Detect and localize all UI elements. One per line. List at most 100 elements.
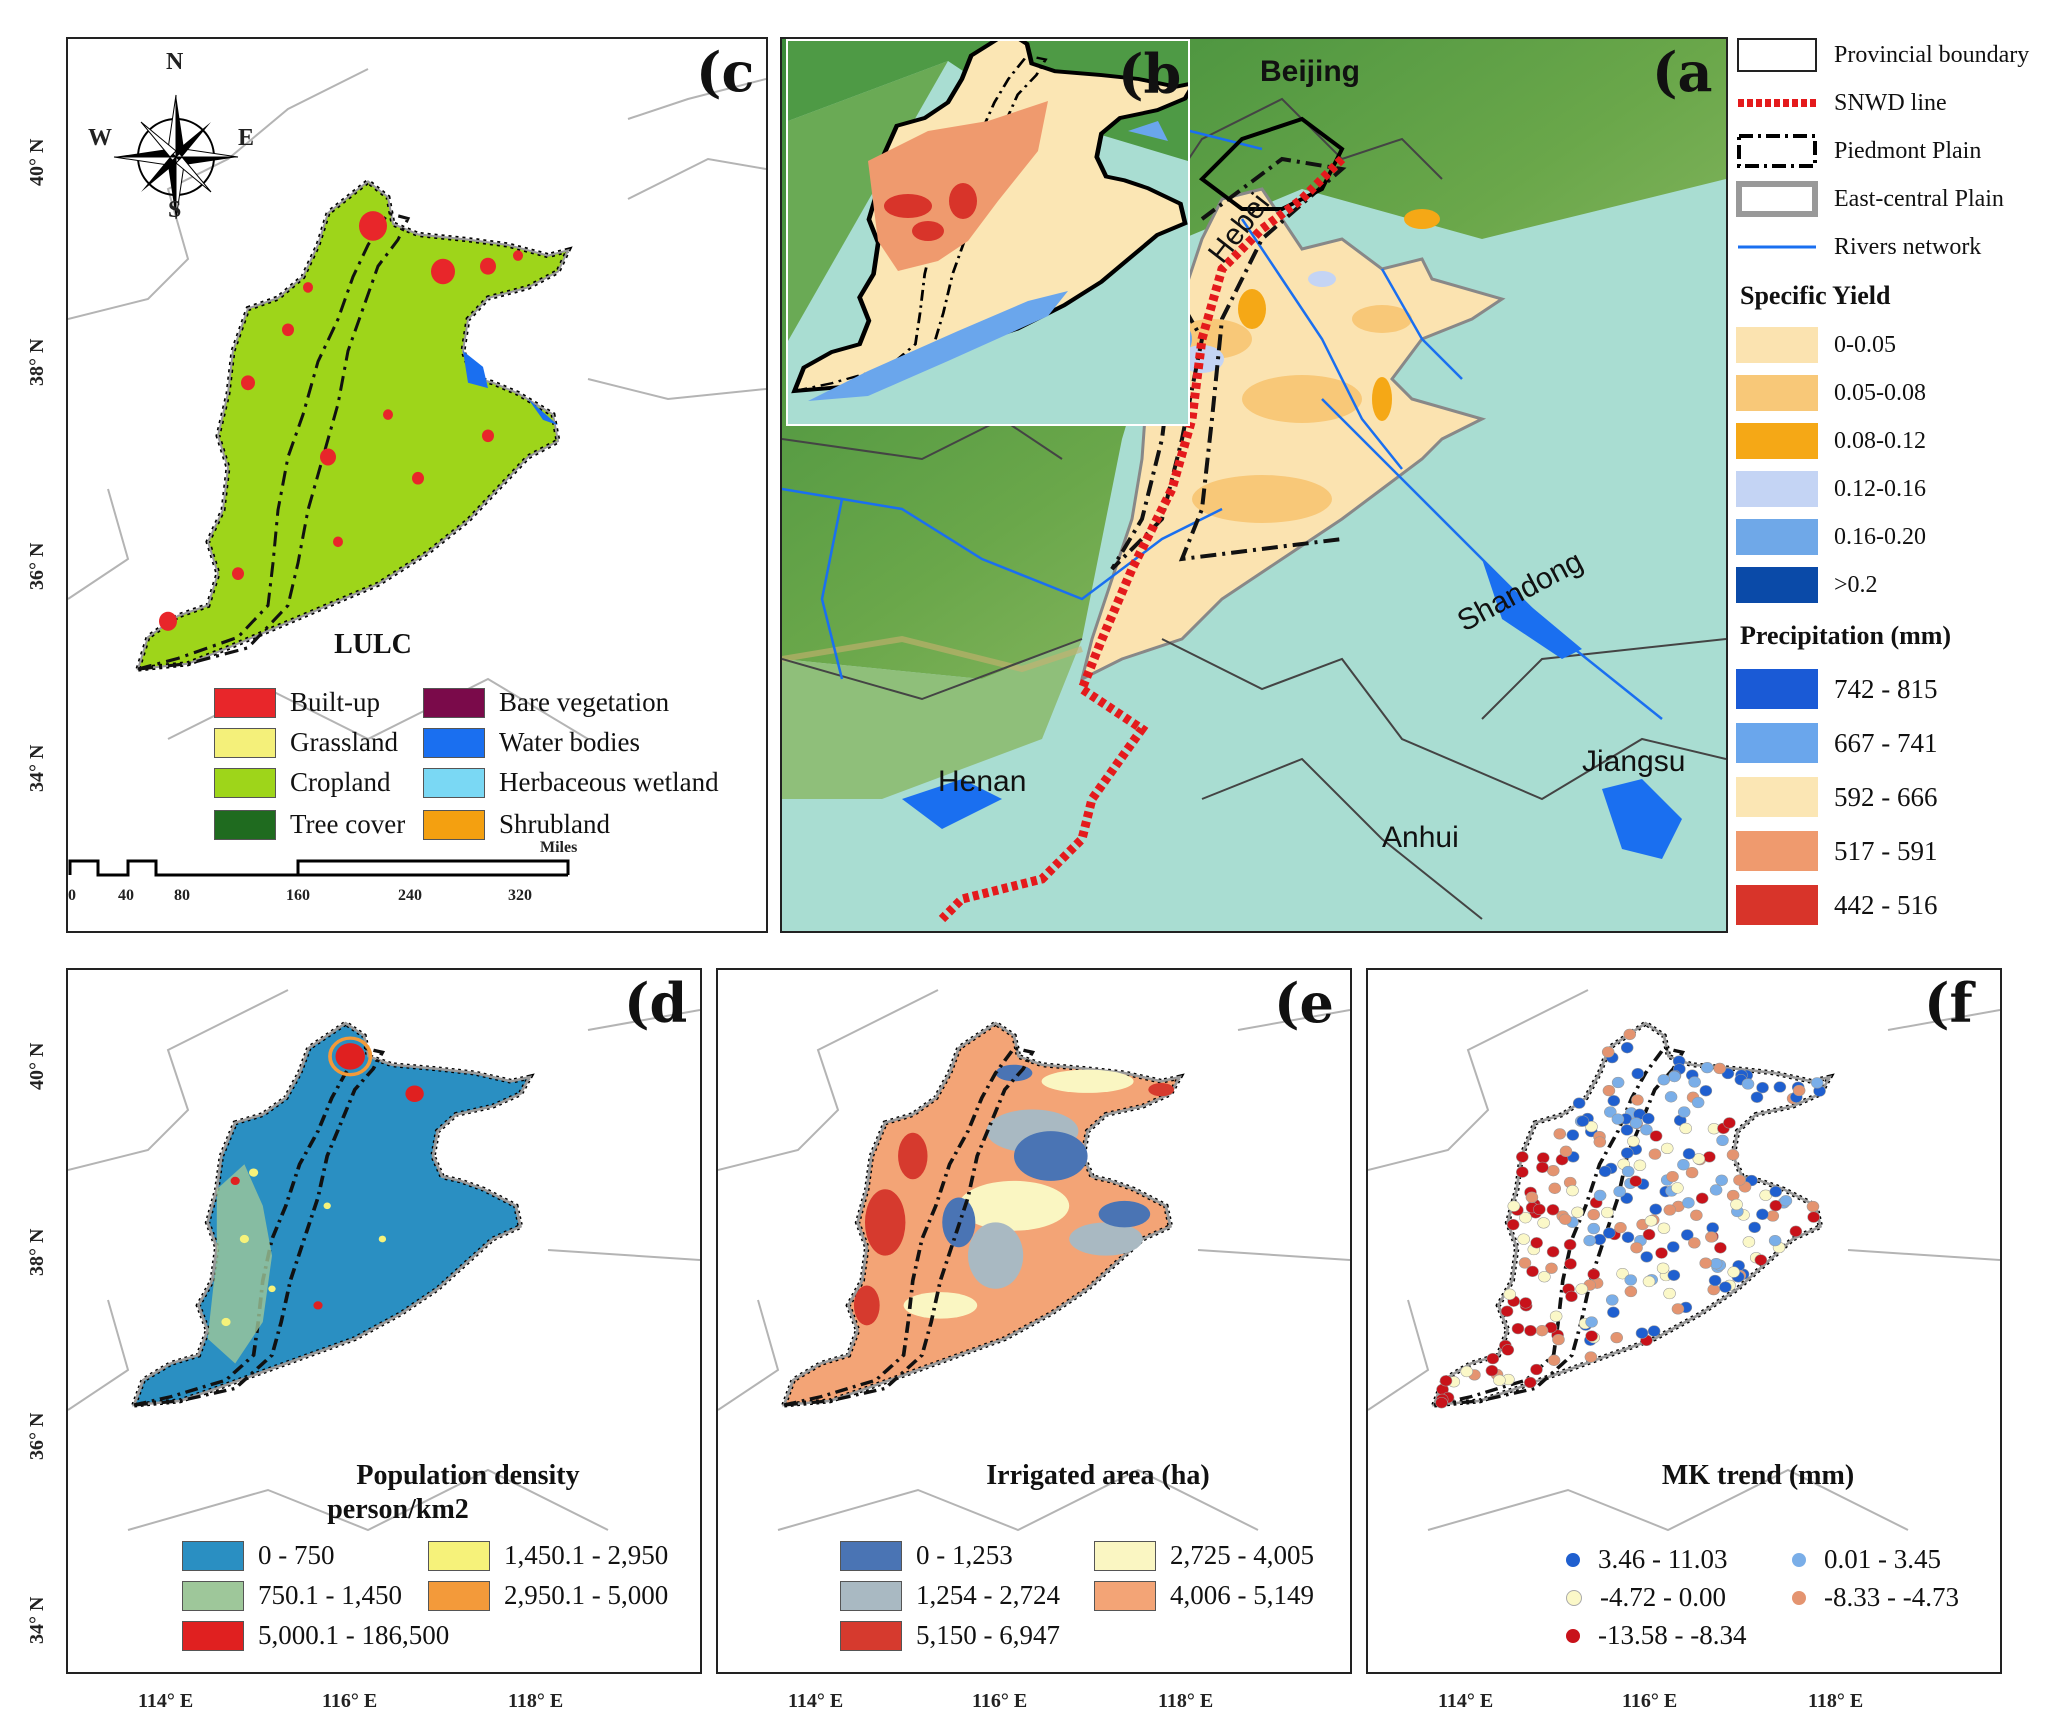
legend-swatch (1736, 375, 1818, 411)
mk-station-point (1503, 1288, 1516, 1300)
scale-tick: 0 (68, 887, 76, 904)
specific-yield-title: Specific Yield (1740, 281, 1891, 310)
mk-station-point (1536, 1152, 1550, 1164)
mk-station-point (1575, 1283, 1588, 1295)
mk-station-point (1692, 1153, 1706, 1165)
legend-item: 5,150 - 6,947 (840, 1620, 1060, 1651)
panel-e-title: Irrigated area (ha) (986, 1460, 1210, 1491)
mk-station-point (1572, 1097, 1586, 1109)
legend-item: Grassland (214, 727, 398, 758)
mk-station-point (1564, 1258, 1577, 1270)
mk-station-point (1642, 1112, 1655, 1125)
legend-dot (1566, 1628, 1580, 1643)
mk-station-point (1667, 1269, 1681, 1281)
mk-station-point (1587, 1222, 1600, 1235)
mk-station-point (1624, 1274, 1637, 1286)
panel-label-b: (b (1118, 42, 1182, 106)
legend-swatch (840, 1580, 902, 1611)
mk-station-point (1716, 1134, 1729, 1147)
mk-station-point (1667, 1241, 1680, 1253)
mk-station-point (1635, 1327, 1649, 1339)
legend-item: 750.1 - 1,450 (182, 1580, 402, 1611)
mk-station-point (1792, 1084, 1806, 1097)
compass-e: E (238, 125, 255, 151)
mk-station-point (1754, 1254, 1768, 1266)
panel-label-a: (a (1652, 40, 1713, 104)
legend-item: -13.58 - -8.34 (1566, 1620, 1746, 1651)
legend-item: 0.12-0.16 (1736, 471, 1926, 507)
precip-442-516 (884, 183, 977, 241)
lat-tick: 38° N (26, 338, 48, 386)
mk-station-point (1671, 1303, 1685, 1315)
mk-station-point (1705, 1231, 1718, 1243)
mk-station-point (1620, 1124, 1634, 1136)
legend-swatch (1736, 567, 1818, 603)
legend-item: >0.2 (1736, 567, 1878, 603)
mk-station-point (1656, 1262, 1670, 1274)
mk-station-point (1604, 1106, 1617, 1118)
legend-swatch (1736, 777, 1818, 817)
legend-item: 5,000.1 - 186,500 (182, 1620, 449, 1651)
mk-station-point (1506, 1219, 1520, 1231)
mk-station-point (1585, 1316, 1598, 1328)
legend-swatch (423, 809, 485, 840)
place-beijing: Beijing (1260, 55, 1361, 88)
legend-item: 1,254 - 2,724 (840, 1580, 1060, 1611)
precip-title: Precipitation (mm) (1740, 621, 1952, 650)
mk-station-point (1629, 1175, 1642, 1187)
compass-rose-icon (113, 94, 239, 220)
mk-station-point (1524, 1376, 1537, 1389)
legend-dot (1792, 1552, 1806, 1567)
mk-station-point (1621, 1231, 1635, 1243)
mk-station-point (1756, 1081, 1769, 1094)
mk-station-point (1703, 1151, 1716, 1163)
mk-station-point (1603, 1227, 1616, 1239)
legend-swatch (1094, 1540, 1156, 1571)
provincial-boundaries (68, 989, 700, 1532)
lat-tick: 36° N (26, 1412, 48, 1460)
mk-station-point (1552, 1333, 1565, 1346)
mk-station-point (1559, 1145, 1573, 1157)
legend-swatch (1736, 519, 1818, 555)
mk-station-point (1545, 1262, 1558, 1274)
mk-station-point (1598, 1165, 1612, 1178)
mk-station-point (1685, 1166, 1699, 1179)
legend-swatch (1738, 99, 1816, 107)
mk-station-point (1486, 1353, 1500, 1365)
legend-swatch (840, 1620, 902, 1651)
provincial-boundaries (718, 989, 1350, 1532)
mk-station-point (1435, 1397, 1448, 1409)
mk-station-point (1769, 1186, 1783, 1198)
mk-station-point (1601, 1046, 1615, 1058)
panel-f-mk-trend-map: (f MK trend (mm) 3.46 - 11.03 0.01 - 3.4… (1366, 968, 2002, 1674)
legend-item: 1,450.1 - 2,950 (428, 1540, 668, 1571)
mk-station-point (1583, 1234, 1596, 1247)
mk-station-point (1677, 1159, 1690, 1171)
water-body (902, 779, 1002, 829)
legend-swatch (1736, 327, 1818, 363)
mk-station-point (1726, 1149, 1740, 1161)
place-jiangsu: Jiangsu (1582, 745, 1686, 778)
legend-swatch (840, 1540, 902, 1571)
mk-station-point (1640, 1124, 1653, 1136)
legend-item: Rivers network (1736, 229, 1981, 265)
legend-swatch (428, 1580, 490, 1611)
legend-swatch (182, 1580, 244, 1611)
mk-station-point (1533, 1203, 1546, 1216)
legend-item: 0 - 1,253 (840, 1540, 1013, 1571)
panel-label-c: (c (696, 40, 755, 104)
mk-station-point (1713, 1062, 1726, 1075)
mk-station-point (1741, 1078, 1755, 1090)
mk-station-point (1566, 1129, 1580, 1141)
lon-tick: 116° E (1622, 1690, 1678, 1712)
mk-station-point (1614, 1222, 1627, 1234)
mk-station-point (1538, 1271, 1551, 1283)
lat-tick: 40° N (26, 138, 48, 186)
mk-station-point (1648, 1148, 1662, 1160)
mk-station-point (1766, 1210, 1780, 1222)
water-body (1602, 779, 1682, 859)
lat-tick: 38° N (26, 1228, 48, 1276)
mk-station-point (1547, 1354, 1561, 1366)
legend-item: 592 - 666 (1736, 777, 1938, 817)
mk-station-point (1810, 1077, 1824, 1089)
